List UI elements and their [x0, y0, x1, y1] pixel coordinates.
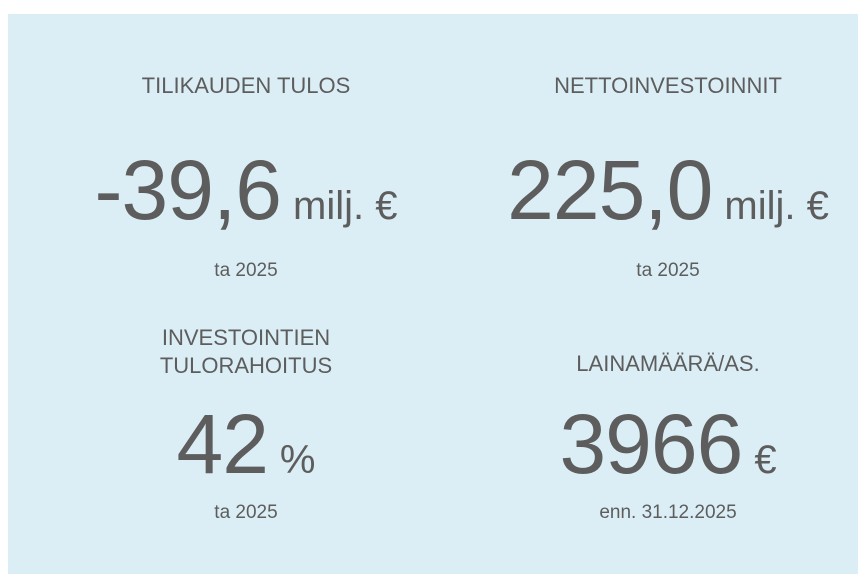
- kpi-value-line: -39,6 milj. €: [0, 142, 496, 239]
- kpi-label: INVESTOINTIEN TULORAHOITUS: [159, 325, 333, 378]
- kpi-unit: milj. €: [293, 184, 398, 228]
- kpi-value-line: 225,0 milj. €: [418, 142, 863, 239]
- kpi-note: ta 2025: [214, 502, 278, 523]
- kpi-value: -39,6: [94, 143, 282, 237]
- kpi-label: NETTOINVESTOINNIT: [554, 73, 782, 98]
- kpi-value-line: 42%: [0, 396, 496, 493]
- kpi-value-line: 3966 €: [418, 396, 863, 493]
- kpi-note: enn. 31.12.2025: [599, 502, 737, 523]
- kpi-unit: €: [754, 438, 777, 482]
- kpi-note: ta 2025: [214, 260, 278, 281]
- kpi-value: 3966: [559, 397, 743, 491]
- kpi-panel: TILIKAUDEN TULOS -39,6 milj. € ta 2025 NE…: [8, 14, 858, 574]
- kpi-label: LAINAMÄÄRÄ/AS.: [576, 351, 760, 376]
- kpi-note: ta 2025: [636, 260, 700, 281]
- kpi-unit: milj. €: [724, 184, 829, 228]
- kpi-label: TILIKAUDEN TULOS: [141, 73, 351, 98]
- kpi-value: 42: [176, 397, 268, 491]
- kpi-unit: %: [279, 438, 316, 482]
- kpi-value: 225,0: [507, 143, 713, 237]
